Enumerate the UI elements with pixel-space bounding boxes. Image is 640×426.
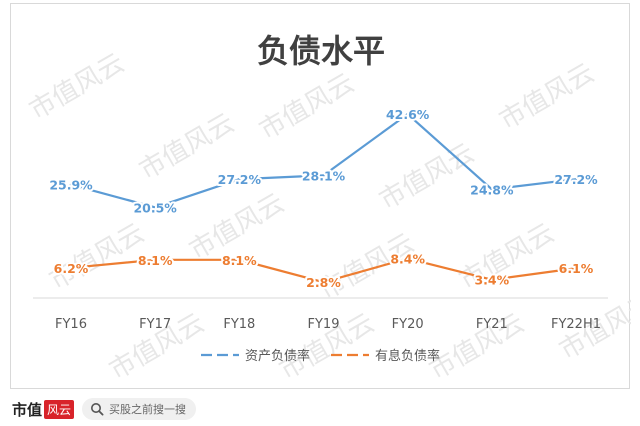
brand-stamp: 风云 xyxy=(44,399,75,419)
data-point xyxy=(153,206,157,209)
data-label: 6.1% xyxy=(559,261,594,276)
brand-logo[interactable]: 市值 风云 xyxy=(12,398,75,420)
data-point xyxy=(574,177,578,181)
data-label: 8.1% xyxy=(222,253,257,268)
data-point xyxy=(322,280,325,284)
data-label: 8.4% xyxy=(390,252,425,267)
data-label: 27.2% xyxy=(554,172,598,187)
x-tick-label: FY20 xyxy=(392,317,424,332)
search-placeholder: 买股之前搜一搜 xyxy=(109,403,186,416)
brand-name: 市值 xyxy=(12,400,43,419)
data-point xyxy=(406,257,409,260)
data-point xyxy=(490,278,494,281)
x-tick-label: FY16 xyxy=(55,317,87,332)
data-point xyxy=(490,188,494,191)
data-label: 3.4% xyxy=(474,273,509,288)
series-layer xyxy=(69,112,578,284)
data-point xyxy=(153,258,157,261)
x-tick-label: FY18 xyxy=(223,317,255,332)
data-label: 24.8% xyxy=(470,182,514,197)
data-point xyxy=(322,174,325,177)
data-label: 6.2% xyxy=(54,261,89,276)
data-point xyxy=(69,183,73,186)
watermark-text: 市值风云 xyxy=(374,138,479,216)
data-label: 8.1% xyxy=(138,253,173,268)
data-label: 25.9% xyxy=(49,178,93,193)
x-tick-label: FY19 xyxy=(308,317,340,332)
data-label-layer: 25.9% 20.5% 27.2% 28.1% 42.6% 24.8% 27.2% 6.2% 8… xyxy=(47,105,600,292)
x-tick-label: FY21 xyxy=(476,317,508,332)
legend-label: 资产负债率 xyxy=(245,348,310,364)
chart-card: 市值风云 市值风云 市值风云 市值风云 市值风云 市值风云 市值风云 市值风云 市值风云 市值风云… xyxy=(10,3,631,389)
watermark-text: 市值风云 xyxy=(494,58,599,136)
watermark-text: 市值风云 xyxy=(254,68,359,146)
data-label: 27.2% xyxy=(218,172,262,187)
data-label: 42.6% xyxy=(386,107,430,122)
data-point xyxy=(238,258,241,261)
legend-label: 有息负债率 xyxy=(375,348,440,364)
data-point xyxy=(406,112,409,116)
x-tick-label: FY17 xyxy=(139,317,171,332)
data-label: 20.5% xyxy=(133,200,177,215)
watermark-text: 市值风云 xyxy=(314,228,419,306)
data-label: 28.1% xyxy=(302,168,346,183)
footer-bar: 市值 风云 买股之前搜一搜 xyxy=(0,392,640,426)
data-point xyxy=(574,267,578,270)
x-tick-label: FY22H1 xyxy=(551,317,601,332)
search-icon xyxy=(91,403,104,416)
watermark-text: 市值风云 xyxy=(24,48,129,126)
data-label: 2.8% xyxy=(306,275,341,290)
data-point xyxy=(238,177,241,181)
search-box[interactable]: 买股之前搜一搜 xyxy=(82,398,196,420)
watermark-text: 市值风云 xyxy=(44,218,149,296)
x-tick-label-layer: FY16 FY17 FY18 FY19 FY20 FY21 FY22H1 xyxy=(55,317,601,332)
data-point xyxy=(69,266,73,270)
legend: 资产负债率 有息负债率 xyxy=(201,348,440,364)
chart-title: 负债水平 xyxy=(257,32,385,70)
